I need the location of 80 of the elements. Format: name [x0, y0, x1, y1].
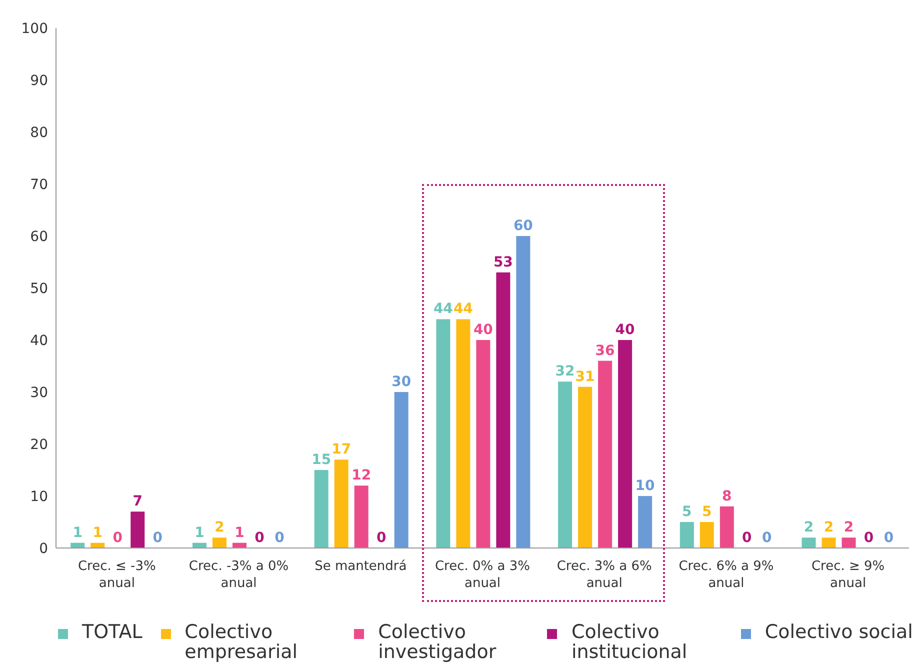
x-tick-label: Crec. 3% a 6% anual	[556, 559, 652, 591]
data-label: 31	[575, 368, 595, 385]
bar	[720, 506, 734, 548]
bar	[558, 382, 572, 548]
data-label: 0	[762, 530, 772, 546]
data-label: 40	[473, 322, 494, 338]
data-label: 0	[742, 530, 752, 546]
data-label: 36	[595, 342, 615, 359]
bar	[618, 340, 632, 548]
bar	[436, 319, 450, 548]
data-label: 1	[194, 524, 204, 541]
data-label: 44	[453, 301, 474, 318]
bar	[496, 272, 510, 548]
bar	[822, 538, 836, 548]
data-label: 17	[332, 442, 352, 458]
data-label: 0	[112, 530, 123, 546]
data-label: 40	[615, 322, 636, 338]
data-label: 0	[376, 530, 386, 546]
data-label: 8	[722, 488, 732, 504]
data-label: 5	[682, 504, 692, 520]
legend-label: TOTAL	[82, 621, 142, 643]
data-label: 0	[884, 530, 894, 546]
data-label: 5	[702, 504, 712, 520]
data-label: 0	[254, 530, 265, 546]
bar	[598, 360, 612, 548]
y-tick-label: 80	[30, 124, 48, 141]
data-label: 53	[493, 254, 513, 270]
y-tick-label: 10	[30, 488, 48, 505]
data-label: 12	[352, 468, 372, 484]
bar	[476, 340, 490, 548]
legend-label: Colectivo social	[764, 621, 913, 643]
x-tick-label: Crec. 6% a 9% anual	[678, 559, 774, 591]
y-tick-label: 70	[30, 176, 48, 193]
data-label: 15	[312, 452, 332, 468]
legend-label: Colectivo empresarial	[184, 621, 299, 663]
y-tick-label: 20	[30, 436, 48, 453]
bar	[516, 236, 530, 548]
data-label: 1	[92, 524, 102, 541]
bar	[802, 538, 816, 548]
bar	[394, 392, 408, 548]
data-label: 32	[555, 364, 575, 380]
data-label: 1	[72, 524, 82, 541]
y-tick-label: 30	[30, 384, 48, 401]
data-label: 2	[214, 520, 224, 536]
data-label: 60	[513, 218, 534, 234]
bar	[456, 319, 470, 548]
bar	[842, 538, 856, 548]
y-tick-label: 40	[30, 332, 48, 349]
data-label: 2	[844, 520, 854, 536]
bar	[130, 512, 145, 548]
data-label: 1	[234, 524, 244, 541]
y-tick-label: 90	[30, 72, 48, 89]
data-label: 0	[274, 530, 285, 546]
bar	[638, 496, 652, 548]
data-label: 2	[804, 520, 814, 536]
x-tick-label: Crec. ≥ 9% anual	[811, 559, 885, 591]
data-label: 0	[152, 530, 163, 546]
y-tick-label: 50	[30, 280, 48, 297]
data-label: 44	[433, 301, 454, 318]
data-label: 10	[635, 478, 656, 494]
data-label: 0	[864, 530, 874, 546]
bar	[212, 538, 226, 548]
y-tick-label: 0	[39, 540, 48, 557]
y-tick-label: 60	[30, 228, 48, 245]
bar	[578, 386, 592, 548]
x-tick-label: Se mantendrá	[314, 559, 407, 574]
bar	[314, 470, 328, 548]
x-tick-label: Crec. 0% a 3% anual	[434, 559, 530, 591]
legend-label: Colectivo investigador	[378, 621, 498, 663]
bar	[680, 522, 694, 548]
bar	[354, 486, 368, 548]
legend-label: Colectivo institucional	[571, 621, 688, 663]
data-label: 2	[824, 520, 834, 536]
bar	[334, 460, 348, 548]
bar	[700, 522, 714, 548]
y-tick-label: 100	[21, 20, 48, 37]
x-tick-label: Crec. ≤ -3% anual	[78, 559, 156, 591]
data-label: 7	[132, 494, 142, 510]
x-tick-label: Crec. -3% a 0% anual	[188, 559, 289, 591]
data-label: 30	[392, 374, 412, 390]
